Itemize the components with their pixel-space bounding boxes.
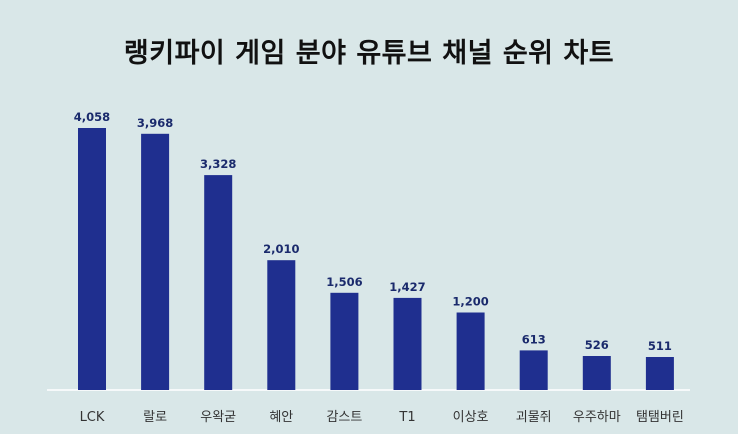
bar-8: [519, 350, 548, 390]
bar-2: [141, 133, 170, 391]
value-label-5: 1,506: [326, 275, 362, 289]
value-labels-group: 4,058 3,968 3,328 2,010 1,506 1,427 1,200 613 52…: [74, 110, 672, 353]
bar-10: [645, 357, 674, 390]
bar-1: [78, 128, 106, 390]
x-tick-label-1: LCK: [80, 410, 105, 425]
value-label-4: 2,010: [263, 242, 299, 256]
value-label-10: 511: [648, 339, 672, 353]
x-tick-label-7: 이상호: [453, 410, 489, 425]
x-tick-label-10: 탬탬버린: [636, 410, 684, 425]
value-label-3: 3,328: [200, 157, 236, 171]
bar-9: [582, 356, 611, 390]
x-tick-label-5: 감스트: [326, 410, 362, 425]
value-label-9: 526: [585, 338, 609, 352]
value-label-8: 613: [522, 332, 546, 346]
x-tick-label-2: 랄로: [143, 410, 167, 425]
chart-title: 랭키파이 게임 분야 유튜브 채널 순위 차트: [123, 38, 615, 69]
x-tick-label-3: 우왁굳: [200, 410, 236, 425]
x-tick-label-8: 괴물쥐: [516, 410, 552, 425]
x-tick-label-9: 우주하마: [573, 410, 621, 425]
bar-6: [393, 297, 422, 390]
bars-group: [78, 128, 674, 391]
value-label-1: 4,058: [74, 110, 110, 124]
bar-5: [330, 292, 359, 390]
value-label-2: 3,968: [137, 116, 173, 130]
x-tick-label-6: T1: [398, 410, 415, 425]
bar-3: [204, 175, 233, 390]
value-label-6: 1,427: [389, 280, 425, 294]
x-tick-label-4: 혜안: [269, 410, 293, 425]
bar-7: [456, 312, 485, 390]
bar-4: [267, 260, 296, 390]
x-tick-labels-group: LCK 랄로 우왁굳 혜안 감스트 T1 이상호 괴물쥐 우주하마 탬탬버린: [80, 410, 684, 425]
value-label-7: 1,200: [452, 295, 488, 309]
